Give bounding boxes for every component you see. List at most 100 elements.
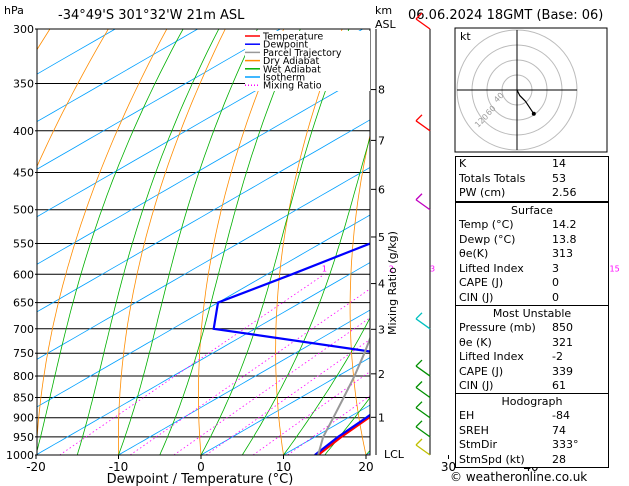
surface-row: CAPE (J) 0	[459, 276, 559, 289]
most-unstable-row: Pressure (mb) 850	[459, 321, 573, 334]
wet-adiabat-line	[200, 29, 350, 455]
temperature-tick-label: 30	[441, 460, 456, 474]
wind-barb	[415, 444, 431, 456]
pressure-tick-label: 400	[13, 125, 34, 138]
mixing-ratio-label: 2	[389, 264, 394, 273]
wind-barb-flag	[415, 438, 423, 446]
pressure-tick-label: 450	[13, 166, 34, 179]
pressure-tick-label: 850	[13, 391, 34, 404]
wind-barb	[415, 386, 431, 399]
isotherm-line	[614, 29, 629, 455]
hodograph-table: Hodograph EH -84 SREH 74 StmDir 333° StmSpd…	[455, 393, 609, 468]
temperature-tick-label: 0	[197, 460, 205, 474]
legend-box	[245, 31, 370, 91]
legend-label: Mixing Ratio	[263, 81, 322, 92]
hodograph-row: EH -84	[459, 409, 570, 422]
wet-adiabat-line	[159, 29, 301, 455]
surface-title: Surface	[511, 204, 553, 217]
km-tick-label: 6	[378, 183, 385, 196]
dry-adiabat-line	[275, 29, 343, 455]
pressure-tick-label: 650	[13, 297, 34, 310]
mixing-ratio-label: 15	[610, 264, 620, 273]
km-tick-label: 7	[378, 134, 385, 147]
index-row: PW (cm) 2.56	[459, 186, 577, 199]
isotherm-line	[37, 119, 370, 313]
mixing-ratio-label: 1	[322, 264, 327, 273]
storm-motion-point	[531, 111, 536, 116]
index-row: K 14	[459, 157, 566, 170]
pressure-tick-label: 500	[13, 204, 34, 217]
most-unstable-row: CIN (J) 61	[459, 379, 566, 392]
hodograph-unit: kt	[460, 30, 471, 43]
mixing-ratio-line	[59, 273, 325, 455]
isotherm-line	[37, 262, 370, 455]
temperature-tick-label: 20	[358, 460, 373, 474]
wind-barb-flag	[415, 193, 423, 201]
surface-row: Lifted Index 3	[459, 261, 559, 275]
wind-barb-flag	[415, 420, 423, 428]
datetime-title: 06.06.2024 18GMT (Base: 06)	[408, 8, 604, 23]
km-tick-label: 2	[378, 368, 385, 381]
wet-adiabat-line	[76, 29, 220, 455]
wind-barb	[415, 199, 431, 211]
most-unstable-row: CAPE (J) 339	[459, 364, 573, 378]
hodograph-ring-label: 40	[492, 91, 506, 105]
hodograph-row: SREH 74	[459, 423, 566, 437]
hodograph-title: Hodograph	[501, 395, 563, 408]
indices-table: K 14 Totals Totals 53 PW (cm) 2.56	[455, 156, 609, 202]
pressure-tick-label: 800	[13, 370, 34, 383]
index-row: Totals Totals 53	[459, 171, 566, 185]
mixing-ratio-axis-label: Mixing Ratio (g/kg)	[386, 231, 399, 335]
hodograph-trace	[516, 89, 535, 115]
wind-barb-flag	[415, 359, 423, 367]
pressure-tick-label: 300	[13, 23, 34, 36]
wind-barb-flag	[415, 12, 423, 20]
pressure-tick-label: 1000	[6, 449, 34, 462]
asl-unit-label: ASL	[375, 18, 396, 31]
hodograph-frame	[454, 27, 608, 153]
wet-adiabat-line	[324, 397, 370, 455]
wet-adiabat-line	[283, 317, 370, 455]
isotherm-line	[37, 29, 281, 170]
pressure-tick-label: 750	[13, 347, 34, 360]
hodograph-row: StmDir 333°	[459, 438, 579, 451]
wind-barb	[415, 18, 431, 30]
isotherm-line	[200, 357, 370, 455]
surface-row: Temp (°C) 14.2	[459, 218, 577, 231]
location-title: -34°49'S 301°32'W 21m ASL	[58, 8, 245, 23]
mixing-ratio-label: 3	[430, 264, 435, 273]
dry-adiabat-line	[625, 29, 629, 455]
isotherm-line	[118, 309, 370, 455]
dewpoint-line	[212, 242, 370, 455]
temperature-tick-label: 10	[276, 460, 291, 474]
legend-label: Dry Adiabat	[263, 56, 320, 67]
pressure-tick-label: 350	[13, 78, 34, 91]
pressure-tick-label: 950	[13, 431, 34, 444]
most-unstable-row: Lifted Index -2	[459, 350, 563, 363]
isotherm-line	[37, 71, 370, 265]
pressure-unit-label: hPa	[4, 4, 24, 17]
isotherm-line	[37, 29, 363, 218]
plot-frame	[36, 28, 371, 456]
surface-table: Surface Temp (°C) 14.2 Dewp (°C) 13.8 θe(K…	[455, 202, 609, 306]
pressure-tick-label: 600	[13, 268, 34, 281]
surface-row: Dewp (°C) 13.8	[459, 232, 577, 246]
temperature-tick-label: -10	[109, 460, 129, 474]
pressure-tick-label: 700	[13, 323, 34, 336]
km-tick-label: 1	[378, 411, 385, 424]
parcel-trajectory-line	[317, 335, 370, 455]
x-axis-label: Dewpoint / Temperature (°C)	[107, 472, 294, 486]
wind-barb	[415, 120, 431, 132]
wind-barb-flag	[415, 381, 423, 388]
legend-label: Wet Adiabat	[263, 64, 321, 75]
wind-barb-flag	[415, 114, 423, 122]
most-unstable-title: Most Unstable	[492, 307, 572, 320]
hodograph-row: StmSpd (kt) 28	[459, 452, 566, 466]
wet-adiabat-line	[37, 29, 184, 453]
legend-label: Parcel Trajectory	[263, 48, 342, 59]
wind-barb	[415, 407, 431, 419]
km-tick-label: 5	[378, 231, 385, 244]
wind-barb	[415, 426, 431, 438]
lcl-label: LCL	[384, 448, 405, 461]
